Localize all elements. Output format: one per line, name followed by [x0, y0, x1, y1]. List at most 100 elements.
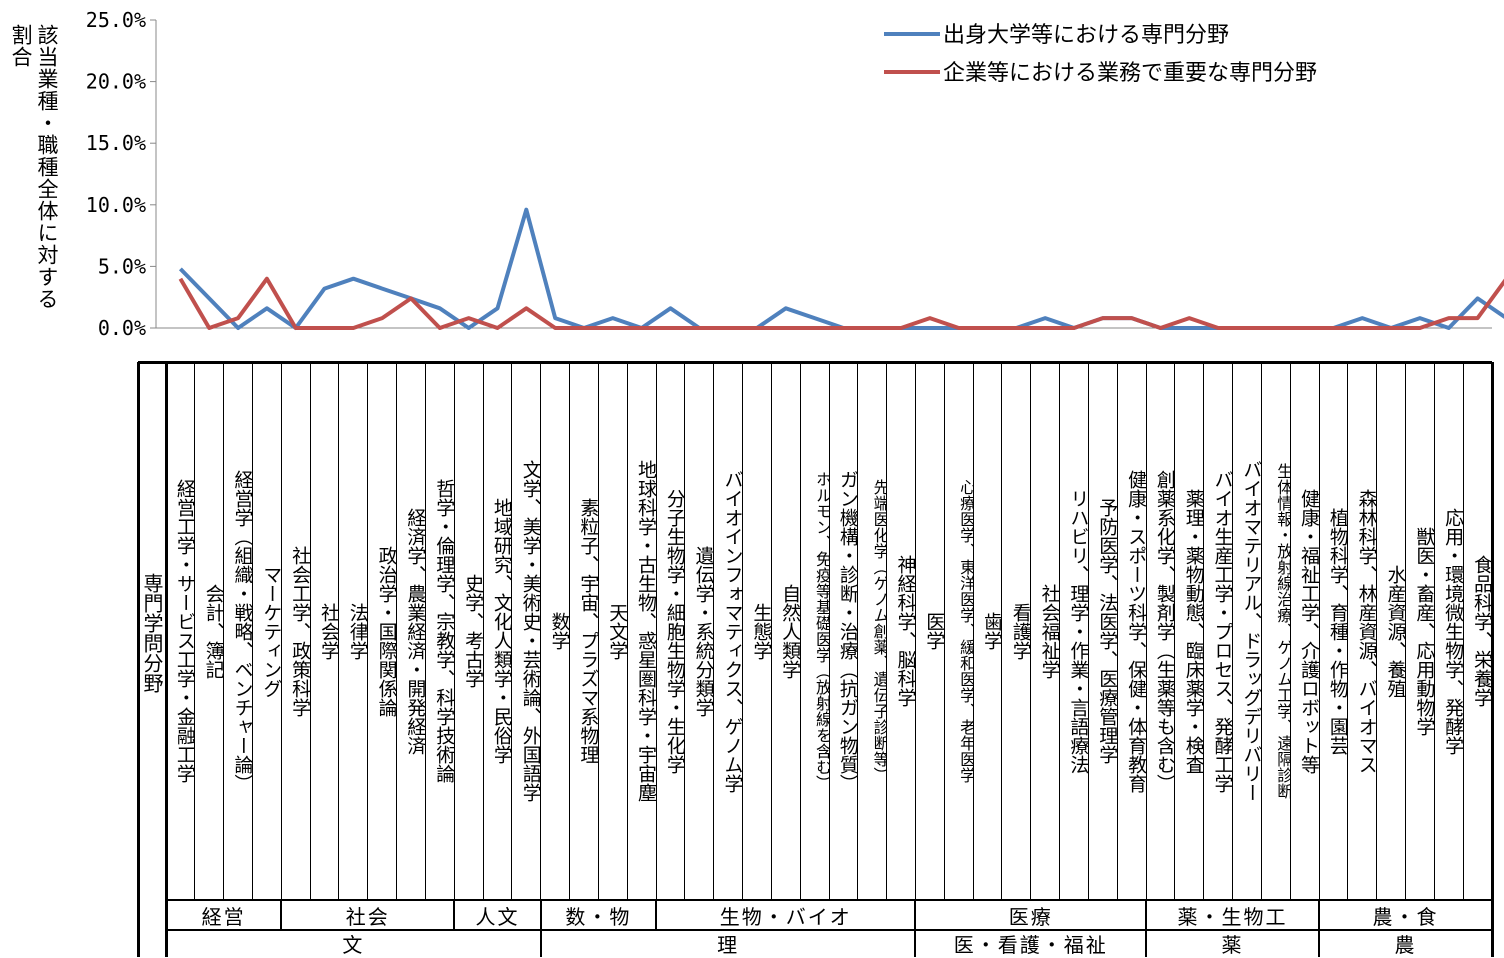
category-label: 看護学 — [1009, 602, 1031, 660]
table-vline — [597, 362, 599, 900]
y-axis-label-text: 該当業種・職種全体に対する割合 — [9, 24, 59, 310]
category-label: 健康・福祉工学、介護ロボット等 — [1298, 488, 1320, 774]
table-vline — [886, 362, 888, 900]
table-vline — [828, 362, 830, 900]
table-vline — [164, 362, 168, 957]
table-vline — [511, 362, 513, 900]
table-vline — [1030, 362, 1032, 900]
table-vline — [1116, 362, 1118, 900]
category-label: 予防医学、法医学、医療管理学 — [1096, 498, 1118, 764]
table-vline — [396, 362, 398, 900]
y-tick-label: 20.0% — [86, 70, 146, 94]
table-vline — [857, 362, 859, 900]
category-label: バイオインフォマティクス、ゲノム学 — [721, 469, 743, 793]
table-vline — [1145, 362, 1147, 900]
category-label: マーケティング — [260, 564, 282, 698]
table-vline — [713, 362, 715, 900]
category-label: 文学、美学・美術史・芸術論、外国語学 — [519, 460, 541, 802]
group-label: 社会 — [345, 904, 390, 929]
table-vline — [914, 362, 916, 900]
table-vline — [1376, 362, 1378, 900]
category-label: 植物科学、育種・作物・園芸 — [1326, 507, 1348, 755]
category-label: バイオ生産工学・プロセス、発酵工学 — [1211, 469, 1233, 793]
category-label: 経営学（組織・戦略、ベンチャー論） — [231, 469, 253, 793]
table-vline — [251, 362, 253, 900]
table-vline — [424, 362, 426, 900]
table-vline — [338, 362, 340, 900]
series-line-2 — [178, 276, 1504, 330]
table-vline — [540, 362, 542, 900]
table-vline — [1145, 930, 1148, 957]
table-vline — [367, 362, 369, 900]
supergroup-label: 薬 — [1221, 933, 1244, 957]
category-label: 法律学 — [346, 602, 368, 660]
table-vline — [742, 362, 744, 900]
category-label: ガン機構・診断・治療（抗ガン物質） — [836, 469, 858, 793]
row-header: 専門学問分野 — [140, 573, 164, 693]
table-vline — [539, 930, 542, 957]
table-vline — [453, 900, 456, 930]
category-label: 社会工学、政策科学 — [289, 545, 311, 717]
category-label: 遺伝学・系統分類学 — [692, 545, 714, 717]
table-vline — [655, 900, 658, 930]
category-label: 会計、簿記 — [202, 583, 224, 679]
table-vline — [194, 362, 196, 900]
table-vline — [280, 900, 283, 930]
table-hline — [166, 899, 1492, 901]
table-vline — [1490, 362, 1494, 957]
category-label: 経済学、農業経済・開発経済 — [404, 507, 426, 755]
line-chart: 25.0% 20.0% 15.0% 10.0% 5.0% 0.0% 出身大学等における専門… — [86, 8, 1504, 340]
category-label: 応用・環境微生物学、発酵学 — [1442, 507, 1464, 755]
category-label: 歯学 — [980, 612, 1002, 650]
table-vline — [1174, 362, 1176, 900]
category-label: 地球科学・古生物、惑星圏科学・宇宙塵 — [635, 460, 657, 802]
table-vline — [655, 362, 657, 900]
group-label: 生物・バイオ — [719, 904, 852, 929]
table-vline — [626, 362, 628, 900]
table-vline — [1318, 362, 1320, 900]
category-label: 医学 — [923, 612, 945, 650]
category-label: 天文学 — [606, 602, 628, 660]
table-vline — [223, 362, 225, 900]
group-label: 医療 — [1008, 904, 1053, 929]
category-label: 森林科学、林産資源、バイオマス — [1355, 488, 1377, 774]
group-label: 経営 — [201, 904, 246, 929]
table-vline — [453, 362, 455, 900]
category-label: 神経科学、脳科学 — [894, 555, 916, 707]
group-label: 農・食 — [1372, 904, 1439, 929]
y-tick-label: 5.0% — [98, 254, 146, 278]
category-label: 数学 — [548, 612, 570, 650]
category-label: 心療医学、東洋医学、緩和医学、老年医学 — [957, 479, 974, 783]
category-label: バイオマテリアル、ドラッグデリバリー — [1240, 460, 1262, 802]
legend-label-1: 出身大学等における専門分野 — [943, 23, 1229, 48]
category-label: 獣医・畜産、応用動物学 — [1413, 526, 1435, 736]
table-vline — [943, 362, 945, 900]
category-label: 政治学・国際関係論 — [375, 545, 397, 717]
table-vline — [914, 900, 917, 930]
group-label: 数・物 — [565, 904, 632, 929]
category-label: 薬理・薬物動態、臨床薬学・検査 — [1182, 488, 1204, 774]
category-label: 素粒子、宇宙、プラズマ系物理 — [577, 498, 599, 764]
category-label: 食品科学、栄養学 — [1470, 555, 1492, 707]
category-label: 生態学 — [750, 602, 772, 660]
category-label: 創薬系化学、製剤学（生薬等も含む） — [1153, 469, 1175, 793]
table-vline — [1462, 362, 1464, 900]
y-axis-label: 該当業種・職種全体に対する割合 — [8, 24, 66, 324]
table-vline — [482, 362, 484, 900]
table-vline — [1347, 362, 1349, 900]
table-vline — [1289, 362, 1291, 900]
supergroup-label: 農 — [1394, 933, 1417, 957]
supergroup-label: 理 — [717, 933, 740, 957]
table-vline — [309, 362, 311, 900]
table-vline — [569, 362, 571, 900]
category-label: 健康・スポーツ科学、保健・体育教育 — [1125, 469, 1147, 793]
category-label: 史学、考古学 — [462, 574, 484, 688]
table-vline — [1433, 362, 1435, 900]
table-hline — [138, 360, 1492, 364]
category-label: ホルモン、免疫等基礎医学（放射線を含む） — [812, 471, 829, 791]
y-axis: 25.0% 20.0% 15.0% 10.0% 5.0% 0.0% — [86, 8, 1492, 340]
supergroup-label: 医・看護・福祉 — [953, 933, 1108, 957]
table-vline — [1232, 362, 1234, 900]
